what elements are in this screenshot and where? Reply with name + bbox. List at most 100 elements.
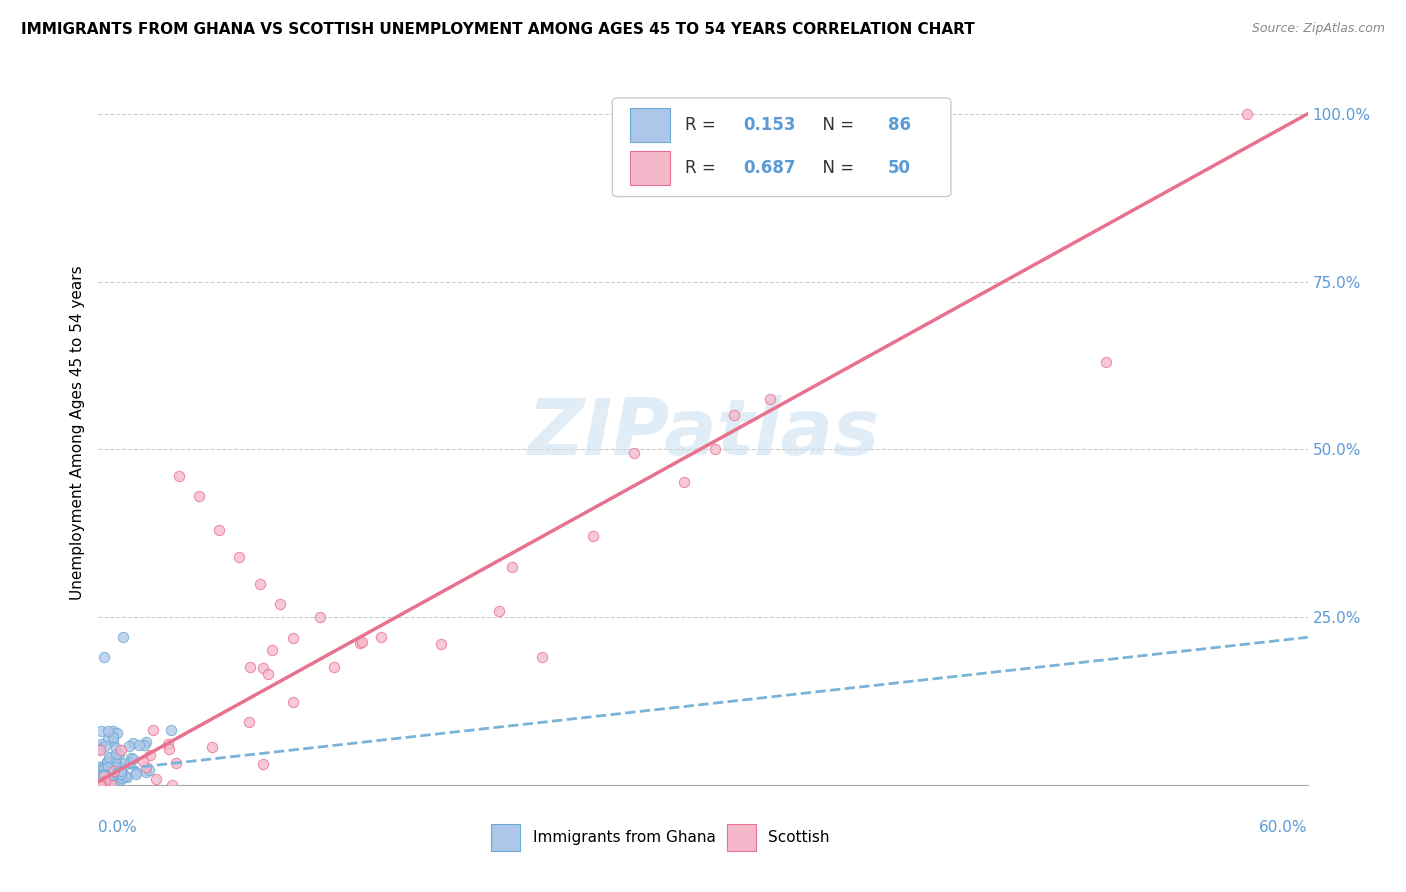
FancyBboxPatch shape [630,152,671,186]
Point [200,739,222,754]
Point [91,768,114,782]
Point [90,737,112,751]
Point [125,765,148,780]
Point [582,529,605,543]
FancyBboxPatch shape [630,108,671,142]
Point [101,778,124,792]
Point [98,765,121,780]
Point [110,761,132,775]
Point [94,773,117,788]
Point [114,769,136,783]
Text: N =: N = [811,160,859,178]
Point [89,778,111,792]
Point [349,636,371,650]
Point [105,762,128,776]
Point [87,760,110,774]
Point [430,637,453,651]
Point [96,756,118,770]
FancyBboxPatch shape [727,824,756,851]
Point [94,739,117,753]
Point [93,762,115,776]
Point [165,756,187,770]
Point [97,723,120,738]
Point [105,769,128,783]
Point [93,773,115,788]
Point [111,764,134,778]
Point [103,734,125,748]
Point [105,759,128,773]
Text: 60.0%: 60.0% [1260,821,1308,835]
Point [105,747,128,762]
Point [89,778,111,792]
Point [110,743,132,757]
Point [93,650,115,665]
Text: Source: ZipAtlas.com: Source: ZipAtlas.com [1251,22,1385,36]
Point [98,750,121,764]
Point [1236,107,1258,121]
Y-axis label: Unemployment Among Ages 45 to 54 years: Unemployment Among Ages 45 to 54 years [69,265,84,600]
Point [281,695,304,709]
Text: 0.153: 0.153 [742,116,796,134]
Point [100,774,122,789]
Point [188,489,211,503]
Point [103,769,125,783]
Text: 86: 86 [889,116,911,134]
Point [97,760,120,774]
Point [105,741,128,756]
Point [160,778,183,792]
Text: R =: R = [685,160,721,178]
Point [269,597,291,611]
Point [157,742,180,756]
Point [98,775,121,789]
Point [309,610,332,624]
Point [93,775,115,789]
Point [110,767,132,781]
Point [623,446,645,460]
Point [90,768,112,782]
Point [107,772,129,786]
Point [89,764,111,778]
Point [121,736,143,750]
Point [159,723,181,738]
Point [111,756,134,771]
Point [128,738,150,752]
Point [96,756,118,770]
Point [281,631,304,645]
FancyBboxPatch shape [492,824,520,851]
Point [118,739,141,753]
Point [90,778,112,792]
Point [96,755,118,769]
Point [90,768,112,782]
Point [262,643,284,657]
Point [132,754,155,768]
Point [90,759,112,773]
Point [759,392,782,406]
Point [89,743,111,757]
Point [141,723,163,738]
Text: ZIPatlas: ZIPatlas [527,394,879,471]
Point [93,769,115,783]
Point [249,576,271,591]
Point [89,777,111,791]
Point [673,475,696,489]
Point [97,768,120,782]
Point [139,747,162,762]
Point [87,739,110,754]
Point [90,771,112,785]
Point [93,762,115,776]
Point [111,771,134,785]
Text: 0.687: 0.687 [742,160,796,178]
Point [138,763,160,777]
Point [228,549,250,564]
Point [98,751,121,765]
Point [370,630,392,644]
Point [134,735,156,749]
Point [1095,355,1118,369]
Point [117,770,139,784]
Point [101,755,124,769]
Point [89,741,111,756]
Point [110,764,132,778]
Point [703,442,725,456]
Point [257,667,280,681]
Point [157,737,180,751]
